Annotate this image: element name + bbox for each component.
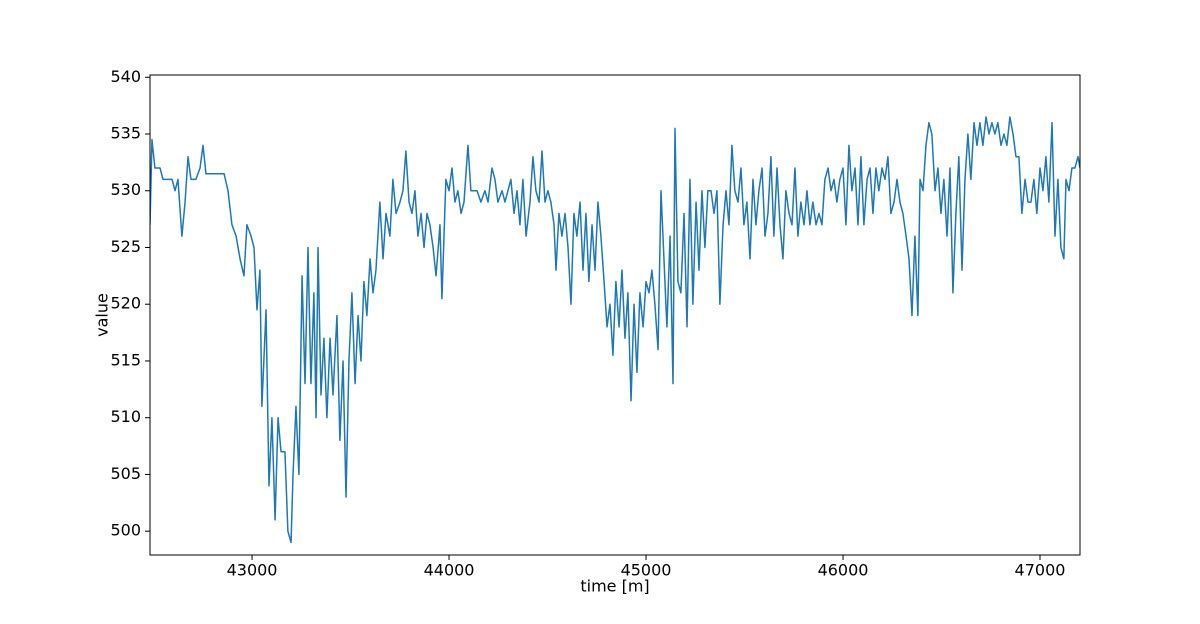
x-tick-label: 44000 <box>424 561 475 580</box>
x-tick-label: 47000 <box>1015 561 1066 580</box>
x-axis-label: time [m] <box>580 577 649 596</box>
x-tick-label: 45000 <box>621 561 672 580</box>
y-tick-label: 515 <box>110 350 141 369</box>
y-tick-label: 525 <box>110 237 141 256</box>
y-tick-label: 540 <box>110 67 141 86</box>
y-tick-label: 510 <box>110 407 141 426</box>
plot-frame <box>149 74 1081 556</box>
x-tick-label: 43000 <box>227 561 278 580</box>
y-axis-label: value <box>93 293 112 337</box>
x-tick-label: 46000 <box>818 561 869 580</box>
y-tick-label: 500 <box>110 521 141 540</box>
y-tick-label: 535 <box>110 124 141 143</box>
y-tick-label: 505 <box>110 464 141 483</box>
data-line <box>150 116 1080 544</box>
y-tick-label: 530 <box>110 180 141 199</box>
y-tick-label: 520 <box>110 294 141 313</box>
